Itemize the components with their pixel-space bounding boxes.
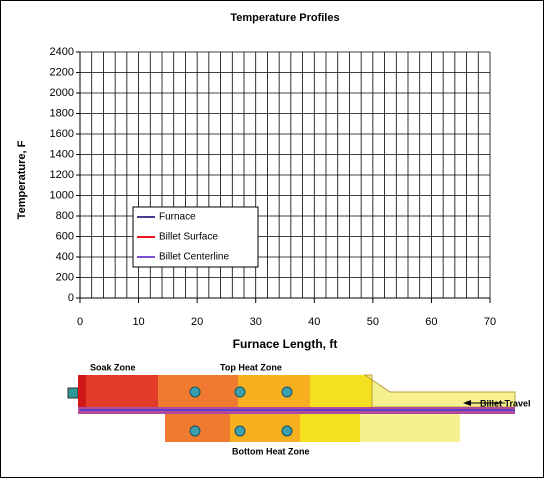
- y-tick-label: 2400: [50, 46, 74, 58]
- legend: Furnace Billet Surface Billet Centerline: [132, 206, 259, 268]
- annotation: Soak Zone: [90, 362, 136, 372]
- annotation: Bottom Heat Zone: [232, 446, 310, 456]
- annotation: Top Heat Zone: [220, 362, 282, 372]
- x-tick-label: 40: [308, 316, 320, 328]
- legend-label: Billet Centerline: [159, 252, 229, 263]
- chart-title: Temperature Profiles: [230, 12, 339, 24]
- y-tick-label: 1600: [50, 128, 74, 140]
- y-tick-label: 1000: [50, 189, 74, 201]
- y-tick-label: 2000: [50, 87, 74, 99]
- annotation: Billet Travel: [480, 398, 531, 408]
- x-axis-label: Furnace Length, ft: [233, 337, 338, 351]
- x-tick-label: 10: [132, 316, 144, 328]
- y-tick-label: 0: [68, 292, 74, 304]
- y-tick-label: 600: [56, 230, 74, 242]
- x-tick-label: 50: [367, 316, 379, 328]
- y-tick-label: 1200: [50, 169, 74, 181]
- y-tick-label: 1400: [50, 148, 74, 160]
- x-tick-label: 70: [484, 316, 496, 328]
- y-tick-label: 400: [56, 251, 74, 263]
- furnace-diagram: [67, 374, 516, 442]
- x-tick-label: 30: [250, 316, 262, 328]
- legend-label: Furnace: [159, 212, 196, 223]
- y-tick-label: 2200: [50, 66, 74, 78]
- x-tick-label: 60: [425, 316, 437, 328]
- x-tick-label: 20: [191, 316, 203, 328]
- grid: [79, 51, 491, 299]
- y-tick-label: 1800: [50, 107, 74, 119]
- legend-label: Billet Surface: [159, 232, 218, 243]
- y-tick-label: 800: [56, 210, 74, 222]
- y-axis-label: Temperature, F: [16, 140, 28, 219]
- y-tick-label: 200: [56, 271, 74, 283]
- x-tick-label: 0: [77, 316, 83, 328]
